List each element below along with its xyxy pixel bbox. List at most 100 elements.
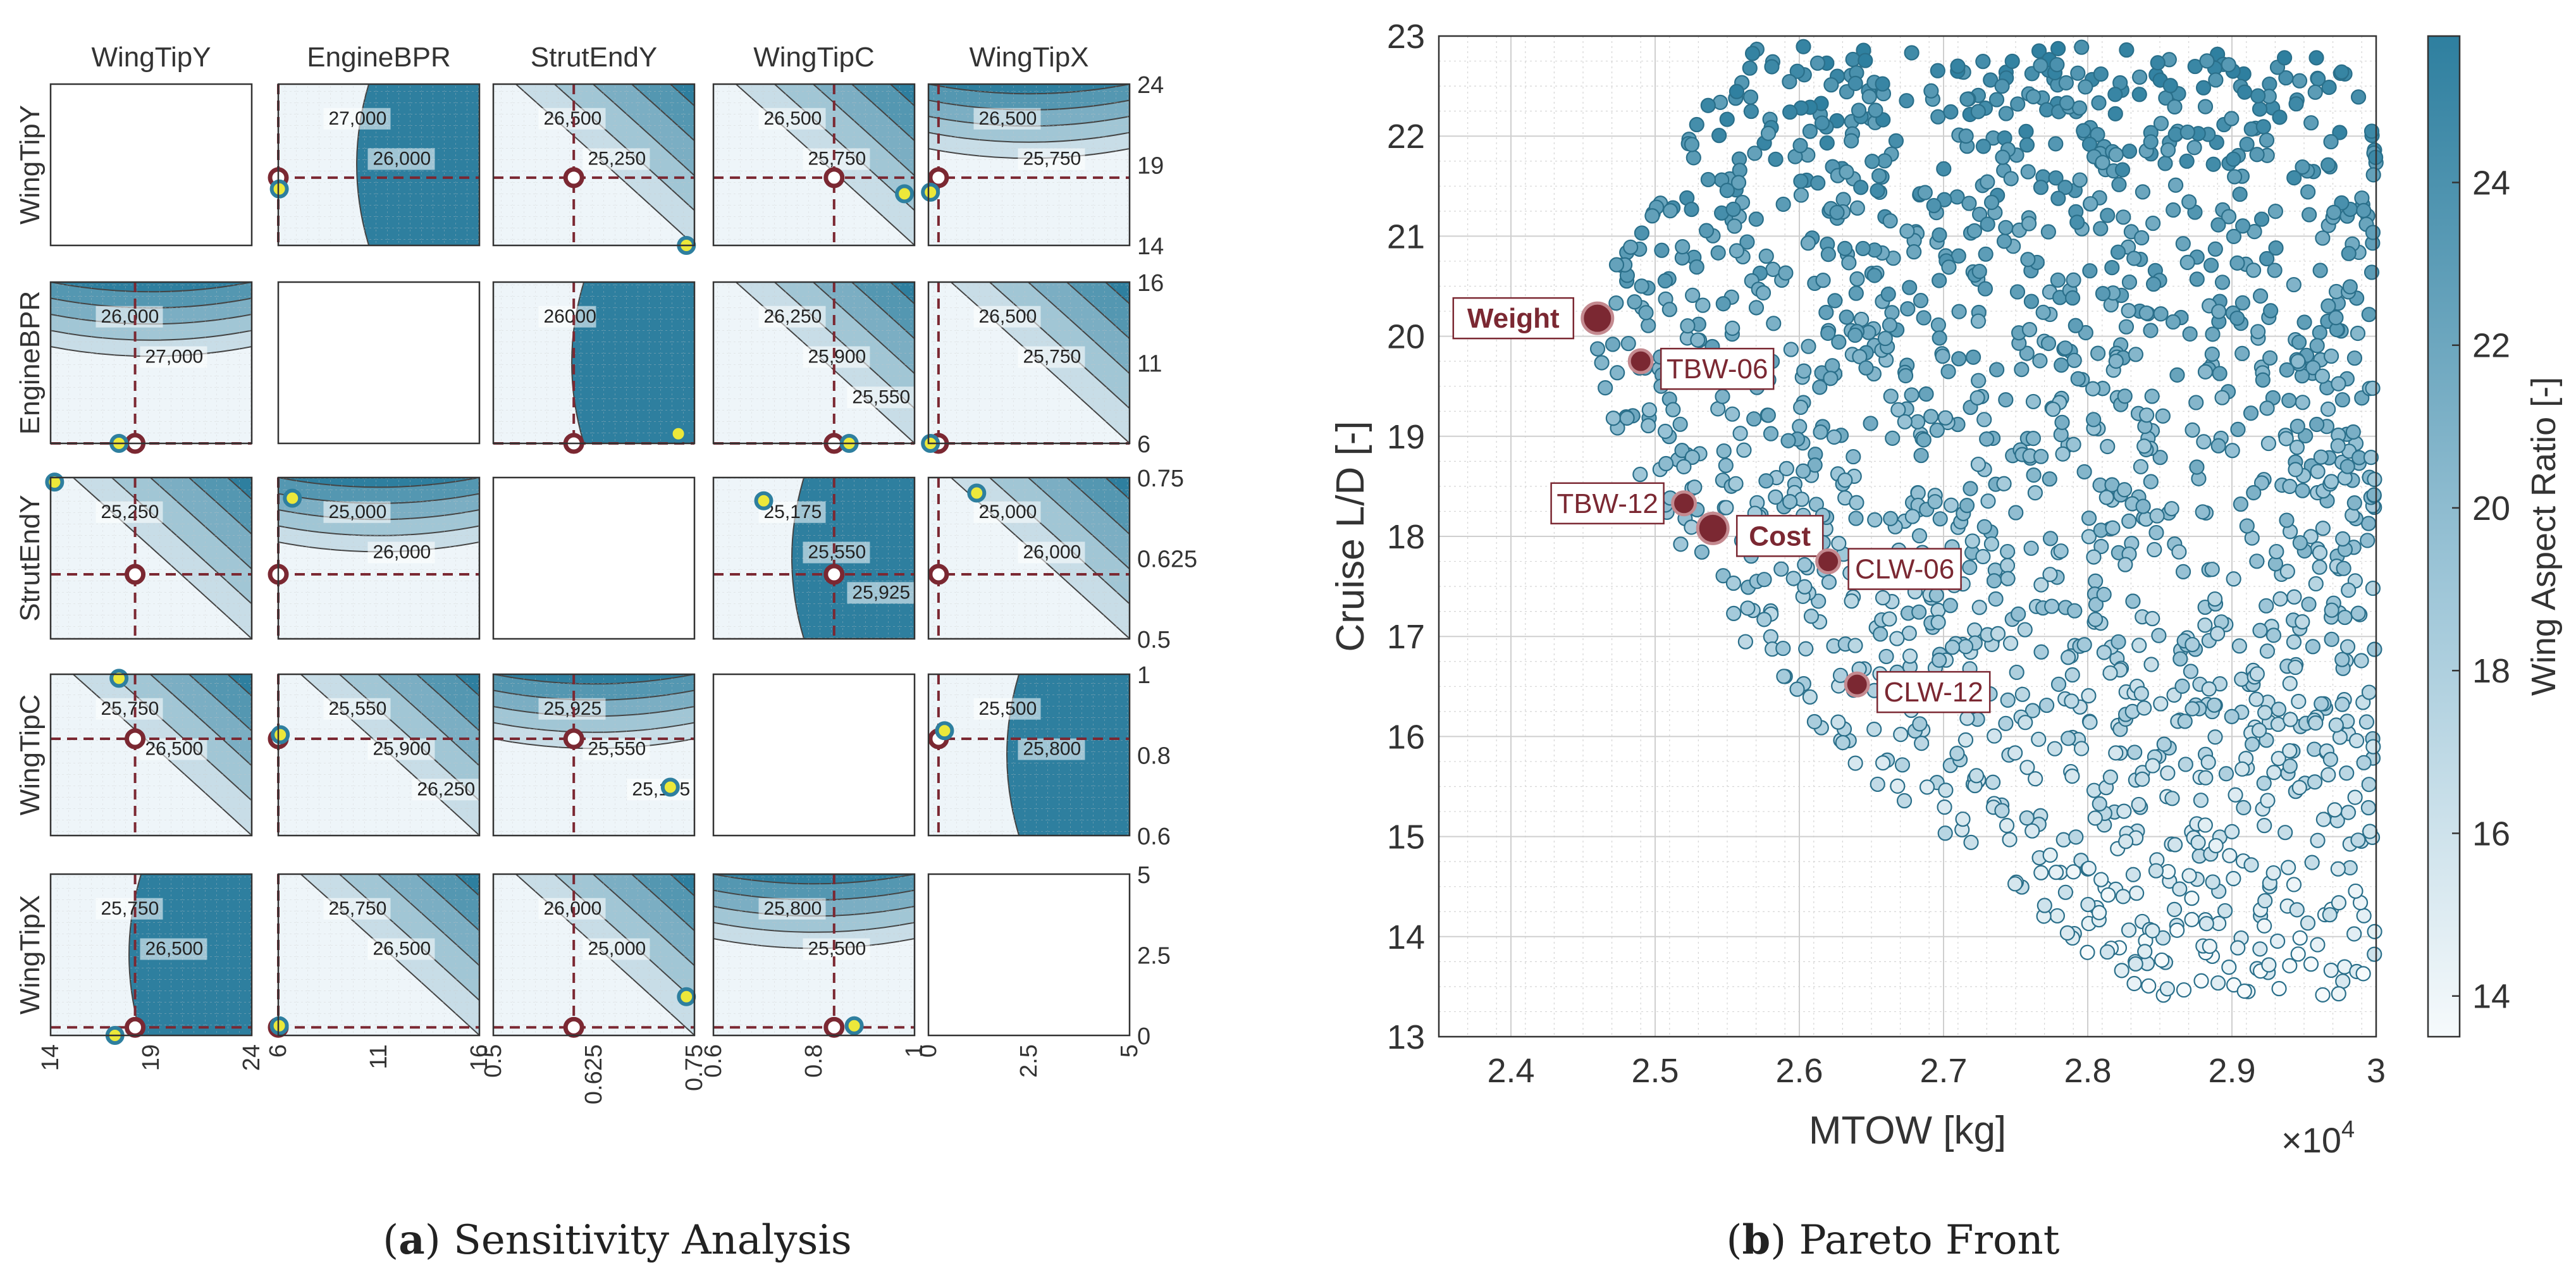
design-point — [2271, 980, 2287, 997]
design-point — [2262, 350, 2278, 366]
design-point — [2202, 938, 2217, 954]
design-point — [2346, 926, 2362, 942]
design-point — [1959, 498, 1975, 514]
contour-label-bg — [758, 898, 826, 920]
matrix-cell-strutendy-wingtipc: 25,175 25,550 25,925 — [712, 476, 916, 640]
design-point — [1959, 91, 1975, 107]
design-point — [1913, 293, 1929, 309]
design-point — [1896, 793, 1913, 809]
design-marker — [1627, 348, 1654, 374]
design-point — [2340, 805, 2357, 820]
design-point — [2145, 215, 2161, 231]
right-tick-label: 2.5 — [1137, 943, 1171, 970]
design-point — [2178, 756, 2193, 772]
design-point — [1863, 416, 1878, 431]
caption-b-close: ) — [1770, 1217, 1799, 1264]
design-point — [2335, 531, 2351, 547]
design-point — [2175, 564, 2191, 579]
colorbar-tick-label: 24 — [2472, 164, 2510, 202]
contour-label: 25,500 — [808, 939, 866, 960]
colorbar-ticks: 14 16 18 20 22 24 — [2452, 164, 2510, 1016]
contour-label-bg — [538, 306, 596, 328]
design-point — [2302, 207, 2317, 223]
design-point — [2227, 169, 2243, 185]
design-point — [1936, 161, 1952, 177]
design-point — [1694, 544, 1710, 560]
design-point — [2286, 589, 2302, 605]
design-point — [2182, 326, 2198, 342]
design-point — [1942, 598, 1958, 614]
design-point — [1975, 54, 1991, 70]
design-point — [1837, 472, 1853, 488]
design-marker — [1671, 490, 1698, 517]
matrix-cell-enginebpr-wingtipc: 26,250 25,900 25,550 — [712, 281, 916, 454]
design-point — [1911, 604, 1927, 620]
design-point — [1782, 74, 1797, 90]
design-point — [2232, 186, 2248, 202]
design-point — [2073, 741, 2090, 756]
design-point — [2289, 902, 2305, 918]
bottom-tick-label: 0.6 — [700, 1044, 727, 1078]
x-tick-label: 2.7 — [1920, 1052, 1967, 1090]
design-point — [1839, 164, 1854, 180]
cell-frame — [712, 83, 916, 247]
contour-label-bg — [973, 306, 1041, 328]
design-point — [2183, 664, 2199, 679]
design-point — [2071, 100, 2088, 116]
caption-a-close: ) — [425, 1217, 453, 1264]
design-point — [1729, 243, 1745, 259]
design-point — [1823, 77, 1839, 93]
design-point — [2116, 209, 2131, 225]
right-tick-label: 11 — [1137, 351, 1162, 378]
design-point — [2018, 123, 2034, 139]
reference-design-marker — [563, 1016, 584, 1038]
design-point — [2326, 204, 2342, 220]
design-point — [2169, 367, 2185, 383]
contour-label: 25,900 — [373, 739, 431, 760]
design-point — [2019, 345, 2035, 361]
design-label-box — [1735, 515, 1824, 557]
design-point — [2305, 360, 2321, 376]
design-point — [1866, 268, 1882, 283]
design-point — [2291, 693, 2307, 710]
design-point — [2179, 254, 2195, 271]
matrix-cell-enginebpr-wingtipx: 26,500 25,750 — [921, 281, 1131, 454]
matrix-cell-strutendy-strutendy — [492, 476, 696, 640]
column-header: WingTipY — [91, 42, 211, 73]
design-point — [2334, 651, 2350, 667]
reference-design-marker — [563, 167, 584, 188]
design-point — [2272, 591, 2288, 607]
design-point — [2116, 482, 2133, 498]
design-point — [2239, 136, 2255, 152]
design-point — [2174, 678, 2190, 694]
design-point — [2210, 438, 2226, 454]
design-point — [1802, 123, 1818, 139]
design-point — [2059, 95, 2075, 111]
design-point — [1962, 560, 1978, 576]
y-tick-label: 21 — [1387, 218, 1425, 256]
design-label: CLW-12 — [1884, 677, 1983, 708]
design-point — [2288, 659, 2303, 676]
reference-design-marker — [125, 564, 146, 585]
design-point — [2082, 714, 2098, 730]
design-point — [2002, 635, 2019, 651]
contour-label-bg — [323, 501, 391, 523]
design-point — [2236, 84, 2253, 100]
design-point — [2289, 418, 2305, 435]
design-point — [1710, 245, 1726, 261]
design-point — [1800, 235, 1816, 251]
design-point — [2033, 448, 2049, 464]
design-point — [1737, 634, 1753, 650]
contour-label: 25,750 — [329, 898, 387, 919]
design-point — [1684, 449, 1700, 466]
design-point — [1627, 294, 1642, 310]
bottom-tick-label: 5 — [1116, 1044, 1143, 1058]
design-point — [1809, 55, 1826, 71]
right-tick-label: 6 — [1137, 431, 1150, 458]
design-point — [1916, 310, 1932, 326]
design-point — [1904, 509, 1921, 524]
optimum-point — [967, 483, 987, 503]
matrix-row-labels: WingTipY EngineBPR StrutEndY WingTipC WingTi… — [15, 105, 46, 1015]
pareto-x-tick-labels: 2.4 2.5 2.6 2.7 2.8 2.9 3 — [1487, 1052, 2386, 1090]
